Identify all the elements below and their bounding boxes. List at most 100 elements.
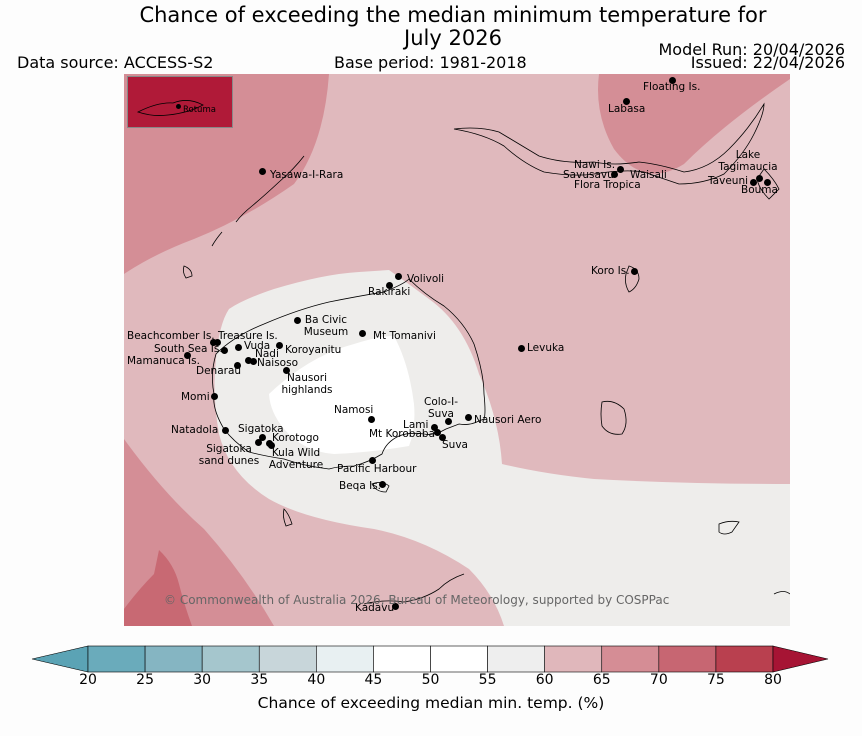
marker-sigatoka [259,434,266,441]
model-run: Model Run: 20/04/2026 [658,40,846,59]
label-rakiraki: Rakiraki [368,286,411,298]
colorbar-tick-40: 40 [307,672,326,688]
colorbar-tick-45: 45 [364,672,383,688]
ono-coastline [773,591,790,595]
label-lake: Lake Tagimaucia [718,149,778,173]
marker-yasawa [259,168,266,175]
map-panel: Rotuma [124,74,790,626]
colorbar-segment-35-40 [258,645,317,673]
colorbar-tick-65: 65 [592,672,611,688]
colorbar-segment-75-80 [715,645,774,673]
marker-vuda [235,344,242,351]
label-nadi: Nadi [255,348,279,360]
label-savusavu: Savusavu [563,169,614,181]
marker-labasa [623,98,630,105]
colorbar-segment-30-35 [201,645,260,673]
colorbar-arrow-low [31,645,89,673]
rotuma-inset: Rotuma [127,76,233,128]
label-sigatoka-dunes: Sigatoka sand dunes [198,443,260,467]
colorbar-segment-50-55 [430,645,488,673]
colorbar-segment-45-50 [373,645,431,673]
colorbar-tick-80: 80 [764,672,782,688]
label-mtkorobaba: Mt Korobaba [369,428,436,440]
colorbar-segment-60-65 [544,645,603,673]
colorbar-segment-40-45 [316,645,374,673]
label-sigatoka: Sigatoka [238,423,284,435]
rotuma-marker [176,104,181,109]
colorbar-arrow-high [772,645,829,673]
colorbar-segment-70-75 [658,645,717,673]
marker-nawi [617,166,624,173]
marker-lami [431,424,438,431]
small-island-coastline [182,265,193,279]
map-title-line2: July 2026 [404,26,502,50]
map-title-line1: Chance of exceeding the median minimum t… [139,3,767,27]
label-volivoli: Volivoli [407,273,445,285]
label-bouma: Bouma [741,184,778,196]
label-colo: Colo-I-Suva [424,396,458,420]
band-45-55 [269,336,415,454]
marker-suva [439,434,446,441]
label-beachcomber: Beachcomber Is. [127,330,215,342]
marker-nadi [245,357,252,364]
marker-southsea [221,347,228,354]
colorbar-tick-25: 25 [136,672,154,688]
colorbar-tick-55: 55 [478,672,497,688]
marker-koro [631,268,638,275]
colorbar-segment-55-60 [487,645,545,673]
colorbar [31,645,829,673]
label-koroyanitu: Koroyanitu [285,344,342,356]
label-korotogo: Korotogo [272,432,319,444]
marker-momi [211,393,218,400]
label-nawi: Nawi Is. [574,159,616,171]
label-momi: Momi [181,391,210,403]
vatulele-coastline [282,508,293,527]
marker-treasure [214,339,221,346]
marker-rakiraki [386,282,393,289]
label-waisali: Waisali [630,169,667,181]
label-nausori-aero: Nausori Aero [474,414,542,426]
marker-nausori-aero [465,414,472,421]
label-southsea: South Sea Is. [154,343,223,355]
marker-mtkorobaba [434,429,441,436]
marker-beachcomber [210,339,217,346]
marker-pacific [369,457,376,464]
label-naisoso: Naisoso [257,357,298,369]
colorbar-tick-70: 70 [649,672,668,688]
lau-island-coastline [718,520,740,535]
label-mttomanivi: Mt Tomanivi [373,330,436,342]
colorbar-segment-25-30 [144,645,203,673]
label-namosi: Namosi [334,404,374,416]
probability-map [124,74,790,626]
copyright-notice: © Commonwealth of Australia 2026, Bureau… [164,593,670,607]
colorbar-tick-20: 20 [79,672,97,688]
colorbar-tick-50: 50 [421,672,440,688]
marker-beqa [379,481,386,488]
marker-savusavu [611,171,618,178]
band-65-70-northeast [598,74,790,174]
taveuni-coastline [756,168,780,200]
label-suva: Suva [442,439,468,451]
marker-taveuni [750,179,757,186]
label-treasure: Treasure Is. [218,330,278,342]
vanua-levu-coastline [453,102,765,185]
label-beqa: Beqa Is. [339,480,382,492]
label-levuka: Levuka [527,342,565,354]
colorbar-tick-35: 35 [250,672,269,688]
kadavu-coastline [363,573,465,605]
marker-bouma [764,179,771,186]
marker-mttomanivi [359,330,366,337]
label-natadola: Natadola [171,424,219,436]
label-nausori-hl: Nausori highlands [281,372,333,396]
label-kula: Kula Wild Adventure [268,447,324,471]
marker-natadola [222,427,229,434]
label-flora: Flora Tropica [574,179,641,191]
marker-floating [669,77,676,84]
colorbar-segment-65-70 [601,645,660,673]
band-70-75-southwest [124,550,192,626]
colorbar-tick-60: 60 [535,672,554,688]
label-pacific: Pacific Harbour [337,463,417,475]
label-yasawa: Yasawa-I-Rara [270,169,344,181]
marker-naisoso [250,358,257,365]
label-labasa: Labasa [608,103,646,115]
